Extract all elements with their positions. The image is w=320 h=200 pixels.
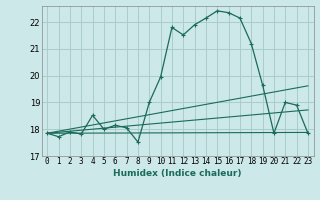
X-axis label: Humidex (Indice chaleur): Humidex (Indice chaleur): [113, 169, 242, 178]
